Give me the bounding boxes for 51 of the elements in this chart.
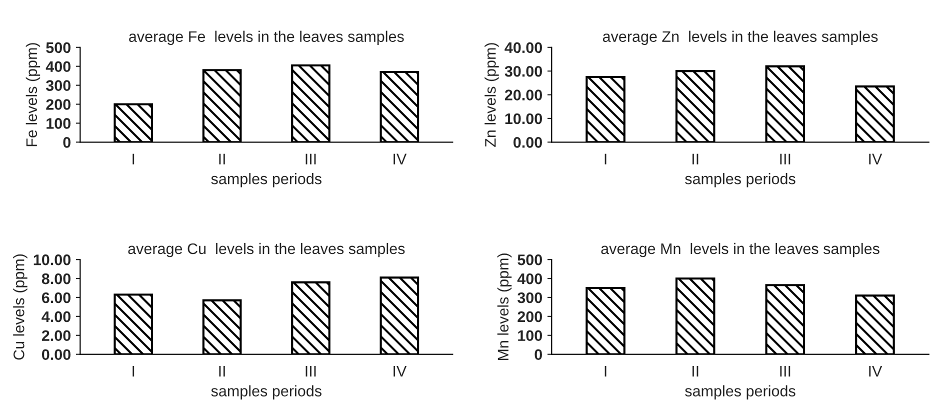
chart-title: average Mn levels in the leaves samples [601, 242, 880, 258]
y-tick-label: 300 [517, 292, 542, 304]
y-tick-label: 300 [46, 80, 71, 91]
x-tick-label: III [780, 154, 790, 164]
y-tick-label: 100 [46, 118, 71, 129]
x-axis-title: samples periods [685, 173, 796, 188]
y-tick-label: 500 [518, 254, 542, 266]
x-tick-label: IV [394, 154, 407, 164]
x-tick-label: IV [394, 366, 407, 377]
y-tick-label: 40.00 [504, 42, 542, 54]
chart-title: average Cu levels in the leaves samples [128, 242, 405, 258]
x-axis-title: samples periods [685, 385, 796, 400]
chart-title: average Zn levels in the leaves samples [602, 30, 878, 45]
y-tick-label: 0 [534, 349, 542, 360]
x-tick-label: I [604, 366, 606, 377]
y-tick-label: 400 [46, 61, 71, 72]
y-tick-label: 100 [518, 330, 542, 342]
y-tick-label: 20.00 [504, 90, 542, 100]
y-tick-label: 30.00 [504, 66, 542, 77]
x-tick-label: IV [869, 154, 882, 164]
y-tick-label: 2.00 [42, 330, 71, 342]
x-tick-label: II [692, 154, 698, 164]
x-axis-title: samples periods [211, 385, 322, 400]
x-tick-label: I [132, 366, 134, 377]
chart-title: average Fe levels in the leaves samples [129, 30, 404, 45]
y-axis-title: Fe levels (ppm) [26, 43, 40, 146]
x-tick-label: III [306, 366, 316, 377]
y-tick-label: 200 [46, 99, 71, 110]
x-tick-label: II [692, 366, 698, 377]
x-tick-label: IV [869, 366, 882, 377]
y-axis-title: Cu levels (ppm) [13, 254, 28, 360]
x-tick-label: III [780, 366, 790, 377]
x-tick-label: I [132, 154, 134, 164]
y-tick-label: 6.00 [42, 292, 71, 304]
y-tick-label: 0.00 [514, 137, 542, 148]
y-tick-label: 4.00 [42, 311, 71, 322]
y-tick-label: 10.00 [34, 254, 71, 266]
x-tick-label: II [219, 154, 225, 164]
y-tick-label: 400 [517, 273, 542, 284]
x-tick-label: I [604, 154, 606, 164]
y-tick-label: 0.00 [42, 349, 71, 360]
x-axis-title: samples periods [211, 173, 322, 188]
x-tick-label: II [219, 366, 225, 377]
y-tick-label: 200 [518, 311, 542, 322]
y-tick-label: 500 [46, 42, 71, 54]
y-tick-label: 10.00 [505, 113, 542, 124]
x-tick-label: III [306, 154, 316, 164]
y-tick-label: 0 [63, 137, 70, 148]
y-axis-title: Zn levels (ppm) [484, 43, 499, 147]
y-axis-title: Mn levels (ppm) [497, 254, 512, 360]
y-tick-label: 8.00 [42, 273, 71, 284]
